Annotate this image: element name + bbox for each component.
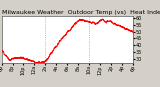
Text: Milwaukee Weather  Outdoor Temp (vs)  Heat Index per Minute (Last 24 Hours): Milwaukee Weather Outdoor Temp (vs) Heat…	[2, 10, 160, 15]
